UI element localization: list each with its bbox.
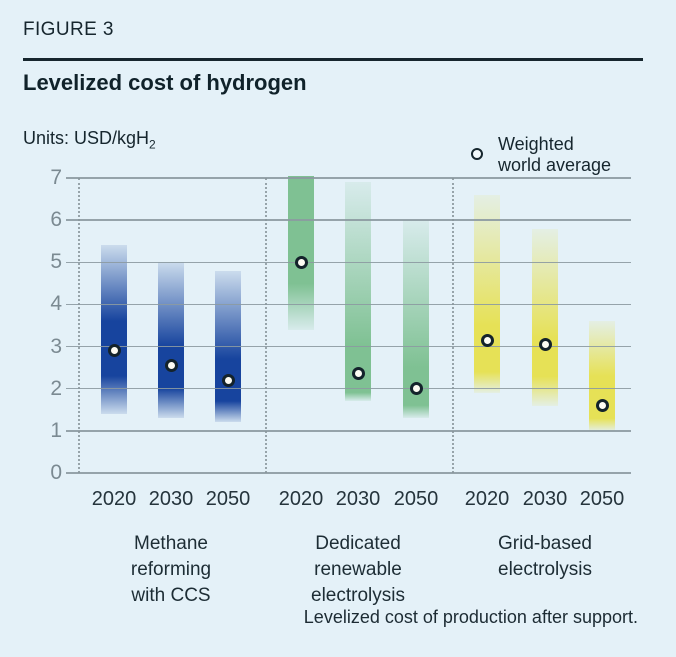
legend-label-line1: Weighted — [498, 134, 574, 154]
weighted-average-point — [164, 359, 178, 373]
gridline — [66, 219, 631, 221]
ytick-label: 4 — [50, 292, 62, 316]
weighted-average-legend-icon — [471, 148, 483, 160]
range-bar — [158, 262, 184, 419]
legend-label-line2: world average — [498, 155, 612, 175]
header-divider — [23, 58, 643, 61]
separator-line — [78, 178, 80, 473]
group-label: Grid-based electrolysis — [498, 533, 592, 580]
range-bar — [288, 175, 314, 330]
units-subscript: 2 — [149, 137, 156, 152]
weighted-average-point — [221, 373, 235, 387]
separator-line — [265, 178, 267, 473]
separator-line — [452, 178, 454, 473]
chart-footnote: Levelized cost of production after suppo… — [303, 607, 638, 627]
gridline — [66, 303, 631, 306]
ytick-label: 2 — [50, 376, 62, 400]
group-label: Methane reforming with CCS — [130, 533, 212, 606]
year-label: 2050 — [205, 488, 251, 510]
units-prefix: Units: — [23, 128, 70, 148]
legend-label: Weighted world average — [498, 134, 611, 176]
range-bar — [101, 245, 127, 414]
year-label: 2020 — [464, 488, 510, 510]
units-label: Units: USD/kgH2 — [23, 128, 156, 152]
weighted-average-point — [107, 344, 121, 358]
year-label: 2030 — [335, 488, 381, 510]
weighted-average-point — [595, 399, 609, 413]
ytick-label: 6 — [50, 208, 62, 232]
gridline — [66, 261, 631, 264]
gridline — [66, 472, 631, 474]
range-bar — [589, 321, 615, 431]
year-label: 2030 — [148, 488, 194, 510]
weighted-average-point — [351, 367, 365, 381]
year-label: 2020 — [91, 488, 137, 510]
range-bar — [532, 228, 558, 406]
figure-label: FIGURE 3 — [23, 19, 114, 40]
weighted-average-point — [294, 255, 308, 269]
year-label: 2020 — [278, 488, 324, 510]
gridline — [66, 430, 631, 432]
year-label: 2050 — [579, 488, 625, 510]
ytick-label: 5 — [50, 250, 62, 274]
ytick-label: 3 — [50, 334, 62, 358]
range-bar — [345, 182, 371, 402]
year-label: 2050 — [393, 488, 439, 510]
ytick-label: 7 — [50, 166, 62, 189]
units-value: USD/kgH — [74, 128, 150, 148]
gridline — [66, 387, 631, 390]
year-label: 2030 — [522, 488, 568, 510]
weighted-average-point — [480, 333, 494, 347]
ytick-label: 1 — [50, 418, 62, 442]
weighted-average-point — [409, 382, 423, 396]
chart-title: Levelized cost of hydrogen — [23, 70, 307, 95]
gridline — [66, 345, 631, 348]
gridline — [66, 177, 631, 179]
group-label: Dedicated renewable electrolysis — [311, 533, 405, 606]
weighted-average-point — [538, 337, 552, 351]
ytick-label: 0 — [50, 461, 62, 484]
range-bar — [474, 194, 500, 393]
